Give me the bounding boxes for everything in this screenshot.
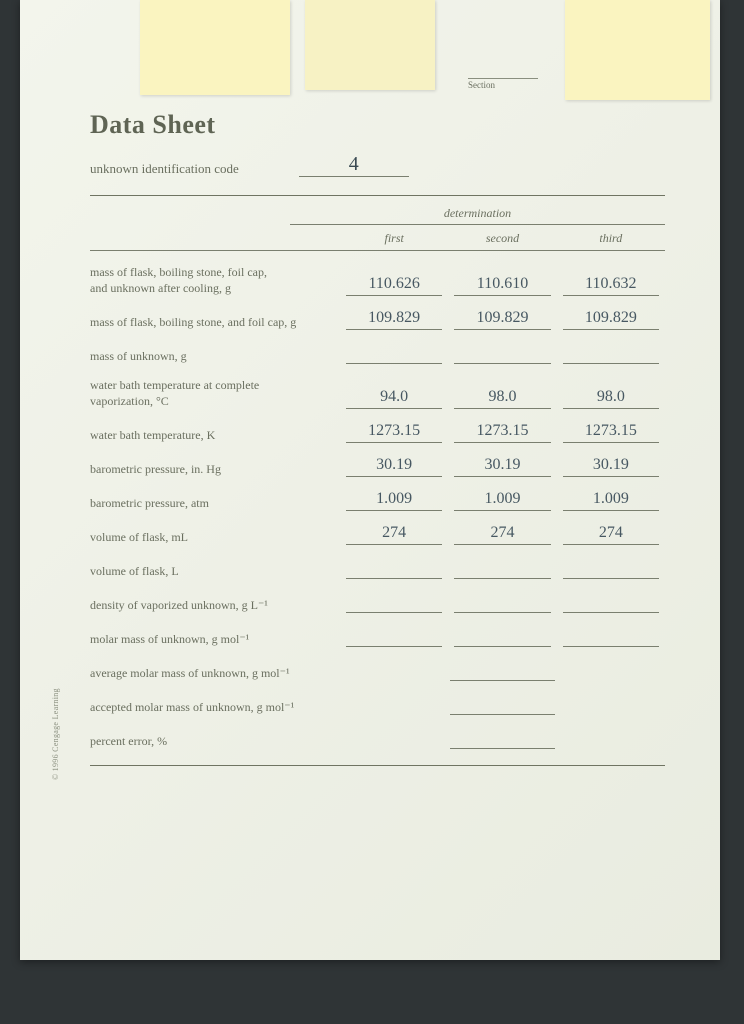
row-label: mass of flask, boiling stone, and foil c… [90, 315, 340, 331]
row-label: average molar mass of unknown, g mol⁻¹ [90, 666, 340, 682]
sticky-note-1 [140, 0, 290, 95]
row-value: 110.632 [563, 276, 659, 296]
row-value: 274 [454, 525, 550, 545]
row-value [563, 593, 659, 613]
row-value: 98.0 [454, 389, 550, 409]
row-value [454, 559, 550, 579]
row-value: 30.19 [346, 457, 442, 477]
page-title: Data Sheet [90, 110, 665, 140]
id-value: 4 [299, 154, 409, 177]
summary-row: accepted molar mass of unknown, g mol⁻¹ [90, 695, 665, 715]
row-label: percent error, % [90, 734, 340, 750]
identification-row: unknown identification code 4 [90, 154, 665, 177]
row-value [346, 627, 442, 647]
sticky-note-2 [305, 0, 435, 90]
summary-row: percent error, % [90, 729, 665, 749]
data-row: molar mass of unknown, g mol⁻¹ [90, 627, 665, 647]
row-label: volume of flask, mL [90, 530, 340, 546]
data-row: water bath temperature at complete vapor… [90, 378, 665, 409]
worksheet-page: Section Data Sheet unknown identificatio… [20, 0, 720, 960]
row-label: water bath temperature at complete vapor… [90, 378, 340, 409]
determination-header: determination [290, 206, 665, 225]
row-value: 1273.15 [346, 423, 442, 443]
row-value: 274 [563, 525, 659, 545]
col-first: first [340, 231, 448, 246]
id-label: unknown identification code [90, 161, 239, 177]
row-value [563, 344, 659, 364]
row-value: 1273.15 [454, 423, 550, 443]
row-value: 1.009 [563, 491, 659, 511]
data-row: barometric pressure, atm 1.009 1.009 1.009 [90, 491, 665, 511]
data-row: mass of flask, boiling stone, and foil c… [90, 310, 665, 330]
data-row: mass of flask, boiling stone, foil cap, … [90, 265, 665, 296]
data-row: water bath temperature, K 1273.15 1273.15 1… [90, 423, 665, 443]
row-value: 30.19 [454, 457, 550, 477]
row-label: barometric pressure, in. Hg [90, 462, 340, 478]
row-label: barometric pressure, atm [90, 496, 340, 512]
copyright-text: © 1996 Cengage Learning [51, 688, 60, 780]
row-label: water bath temperature, K [90, 428, 340, 444]
data-row: density of vaporized unknown, g L⁻¹ [90, 593, 665, 613]
column-headers: first second third [90, 231, 665, 246]
row-value: 98.0 [563, 389, 659, 409]
data-row: barometric pressure, in. Hg 30.19 30.19 30.… [90, 457, 665, 477]
summary-row: average molar mass of unknown, g mol⁻¹ [90, 661, 665, 681]
section-field-label: Section [468, 78, 538, 90]
row-value: 109.829 [563, 310, 659, 330]
sticky-note-3 [565, 0, 710, 100]
col-third: third [557, 231, 665, 246]
row-value: 110.626 [346, 276, 442, 296]
data-row: volume of flask, L [90, 559, 665, 579]
col-second: second [448, 231, 556, 246]
row-value [450, 661, 554, 681]
data-row: mass of unknown, g [90, 344, 665, 364]
row-value [454, 593, 550, 613]
data-row: volume of flask, mL 274 274 274 [90, 525, 665, 545]
row-value [346, 559, 442, 579]
row-label: density of vaporized unknown, g L⁻¹ [90, 598, 340, 614]
rule-bottom [90, 765, 665, 766]
rule-top [90, 195, 665, 196]
row-value [450, 695, 554, 715]
row-value [450, 729, 554, 749]
row-value [454, 627, 550, 647]
row-label: accepted molar mass of unknown, g mol⁻¹ [90, 700, 340, 716]
row-value: 109.829 [346, 310, 442, 330]
row-value: 110.610 [454, 276, 550, 296]
rule-header [90, 250, 665, 251]
row-label: mass of flask, boiling stone, foil cap, … [90, 265, 340, 296]
row-value [346, 593, 442, 613]
row-value: 1.009 [454, 491, 550, 511]
row-value: 109.829 [454, 310, 550, 330]
row-label: volume of flask, L [90, 564, 340, 580]
row-value: 94.0 [346, 389, 442, 409]
row-value [563, 627, 659, 647]
row-value: 1.009 [346, 491, 442, 511]
row-value: 274 [346, 525, 442, 545]
row-value [346, 344, 442, 364]
row-value: 30.19 [563, 457, 659, 477]
row-label: molar mass of unknown, g mol⁻¹ [90, 632, 340, 648]
row-value [563, 559, 659, 579]
row-value [454, 344, 550, 364]
row-value: 1273.15 [563, 423, 659, 443]
row-label: mass of unknown, g [90, 349, 340, 365]
